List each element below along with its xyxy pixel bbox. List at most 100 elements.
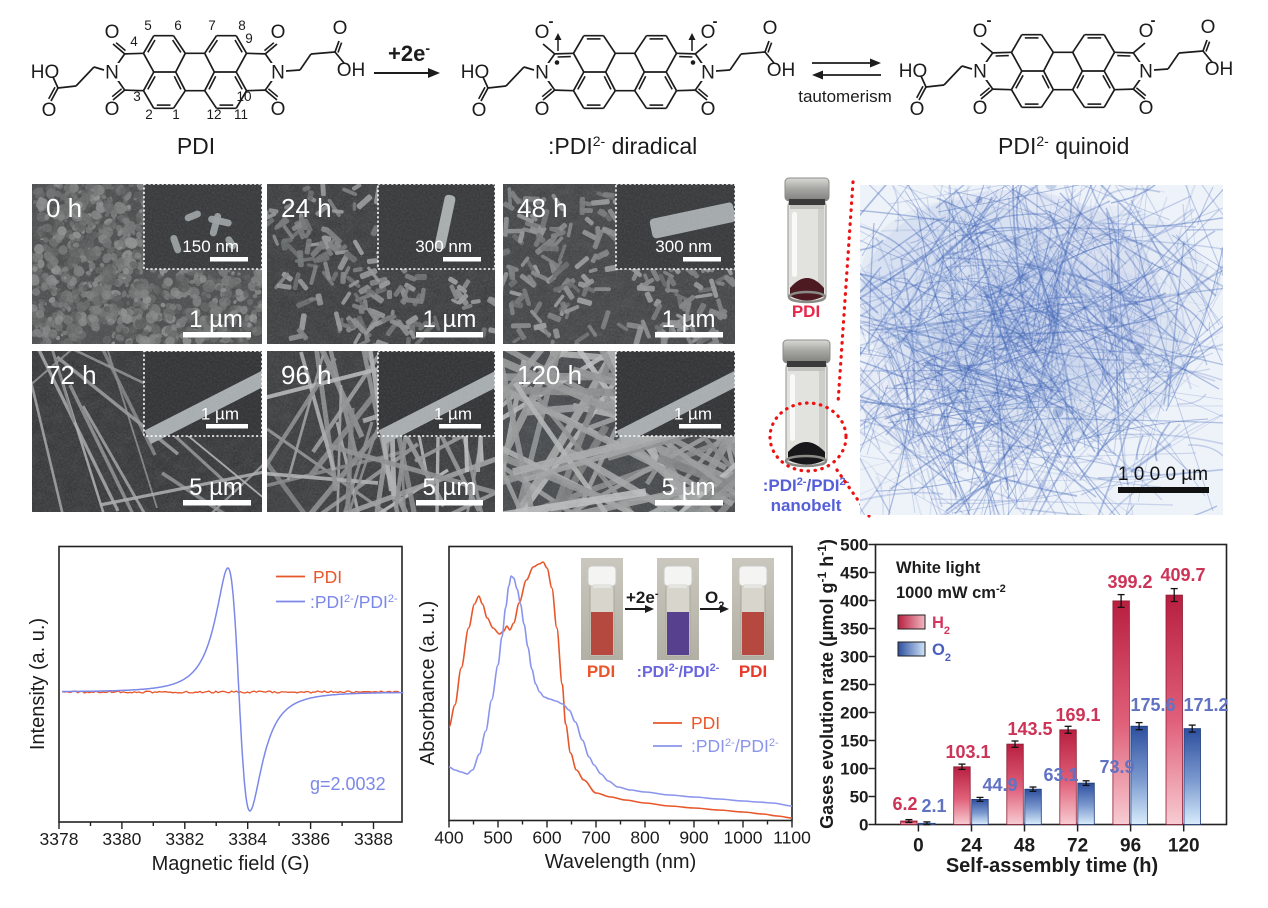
svg-text:O: O: [105, 99, 120, 120]
svg-text:44.9: 44.9: [982, 775, 1017, 795]
svg-text:300: 300: [840, 648, 868, 667]
svg-text:1 0 0 0 µm: 1 0 0 0 µm: [1118, 464, 1208, 485]
svg-text:Wavelength (nm): Wavelength (nm): [545, 851, 697, 873]
svg-text:-: -: [549, 13, 554, 30]
svg-text:1000 mW cm-2: 1000 mW cm-2: [896, 583, 1006, 602]
svg-text:12: 12: [206, 107, 221, 122]
svg-text:10: 10: [236, 89, 251, 104]
svg-text:PDI: PDI: [792, 302, 820, 321]
svg-text:2: 2: [145, 107, 153, 122]
svg-text:11: 11: [234, 107, 248, 122]
svg-text:O: O: [973, 98, 988, 119]
svg-text:5 µm: 5 µm: [662, 474, 716, 501]
svg-text:PDI: PDI: [739, 662, 767, 681]
svg-text:73.9: 73.9: [1099, 757, 1134, 777]
svg-text:PDI: PDI: [691, 713, 720, 733]
svg-text:Intensity (a. u.): Intensity (a. u.): [27, 618, 49, 750]
svg-text:nanobelt: nanobelt: [771, 496, 842, 515]
svg-text:300 nm: 300 nm: [655, 237, 712, 256]
svg-text:PDI: PDI: [313, 567, 342, 587]
svg-text:450: 450: [840, 564, 868, 583]
svg-text:150 nm: 150 nm: [182, 237, 239, 256]
svg-text:N: N: [105, 63, 119, 84]
svg-text:3: 3: [133, 89, 141, 104]
svg-text:6.2: 6.2: [892, 794, 917, 814]
svg-text:1: 1: [172, 107, 180, 122]
svg-text:169.1: 169.1: [1055, 705, 1100, 725]
svg-text:3382: 3382: [165, 829, 204, 849]
svg-text:O: O: [1201, 17, 1216, 38]
svg-text:PDI: PDI: [587, 662, 615, 681]
svg-text:1 µm: 1 µm: [662, 306, 716, 333]
svg-text:3384: 3384: [228, 829, 267, 849]
svg-text:50: 50: [850, 788, 869, 807]
svg-text:700: 700: [581, 828, 610, 848]
svg-text:500: 500: [840, 536, 868, 555]
svg-text:250: 250: [840, 676, 868, 695]
svg-text:409.7: 409.7: [1160, 565, 1205, 585]
svg-text::PDI2-/PDI2-: :PDI2-/PDI2-: [310, 592, 398, 612]
svg-text:3388: 3388: [354, 829, 393, 849]
svg-text:O: O: [271, 99, 286, 120]
svg-text:500: 500: [483, 828, 512, 848]
svg-text:O: O: [472, 100, 487, 121]
svg-text:HO: HO: [461, 62, 490, 83]
svg-text:120 h: 120 h: [517, 360, 582, 390]
svg-text:72 h: 72 h: [46, 360, 97, 390]
svg-text:0: 0: [859, 816, 868, 835]
svg-text:OH: OH: [1205, 59, 1234, 80]
svg-text:N: N: [701, 63, 715, 84]
svg-text:O: O: [535, 22, 550, 43]
svg-text:48 h: 48 h: [517, 193, 568, 223]
svg-text:3380: 3380: [102, 829, 141, 849]
svg-text:900: 900: [679, 828, 708, 848]
svg-text:1 µm: 1 µm: [674, 404, 712, 423]
svg-text:2.1: 2.1: [921, 796, 946, 816]
svg-text:175.6: 175.6: [1130, 695, 1175, 715]
svg-text:72: 72: [1067, 836, 1088, 857]
svg-text:171.2: 171.2: [1183, 695, 1228, 715]
svg-text:O: O: [535, 99, 550, 120]
svg-text:96 h: 96 h: [281, 360, 332, 390]
svg-text:1100: 1100: [773, 828, 811, 848]
svg-text:OH: OH: [767, 60, 796, 81]
svg-text:O: O: [42, 100, 57, 121]
svg-text:HO: HO: [31, 62, 60, 83]
svg-text:200: 200: [840, 704, 868, 723]
svg-text:tautomerism: tautomerism: [798, 87, 892, 106]
svg-text:120: 120: [1168, 836, 1200, 857]
svg-text:6: 6: [174, 18, 182, 33]
svg-text:1 µm: 1 µm: [189, 306, 243, 333]
svg-text:OH: OH: [337, 60, 366, 81]
svg-text:Absorbance (a. u.): Absorbance (a. u.): [417, 601, 439, 766]
svg-text:24: 24: [961, 836, 983, 857]
svg-text:N: N: [271, 63, 285, 84]
svg-text:7: 7: [208, 18, 216, 33]
svg-text:63.1: 63.1: [1043, 765, 1078, 785]
svg-text:400: 400: [434, 828, 463, 848]
svg-text:-: -: [1151, 12, 1156, 29]
svg-text::PDI2-/PDI2-: :PDI2-/PDI2-: [637, 662, 720, 681]
svg-text:O: O: [271, 22, 286, 43]
svg-text:600: 600: [532, 828, 561, 848]
svg-text:g=2.0032: g=2.0032: [310, 774, 386, 794]
svg-text:PDI: PDI: [177, 133, 215, 159]
svg-text:1 µm: 1 µm: [434, 404, 472, 423]
svg-text:800: 800: [630, 828, 659, 848]
svg-text:100: 100: [840, 760, 868, 779]
svg-text:Magnetic field (G): Magnetic field (G): [152, 853, 310, 875]
svg-text:24 h: 24 h: [281, 193, 332, 223]
svg-text:Gases evolution rate (µmol g-1: Gases evolution rate (µmol g-1 h-1): [815, 539, 837, 829]
svg-text:1000: 1000: [724, 828, 763, 848]
svg-text:0: 0: [913, 836, 924, 857]
svg-text:O: O: [1139, 98, 1154, 119]
svg-text:48: 48: [1014, 836, 1035, 857]
svg-text:5: 5: [144, 18, 152, 33]
svg-text:O: O: [701, 99, 716, 120]
svg-text:5 µm: 5 µm: [189, 474, 243, 501]
svg-text:96: 96: [1120, 836, 1141, 857]
svg-text:3378: 3378: [40, 829, 79, 849]
svg-text::PDI2- diradical: :PDI2- diradical: [548, 133, 697, 159]
svg-text:N: N: [973, 62, 987, 83]
svg-text:1 µm: 1 µm: [422, 306, 476, 333]
